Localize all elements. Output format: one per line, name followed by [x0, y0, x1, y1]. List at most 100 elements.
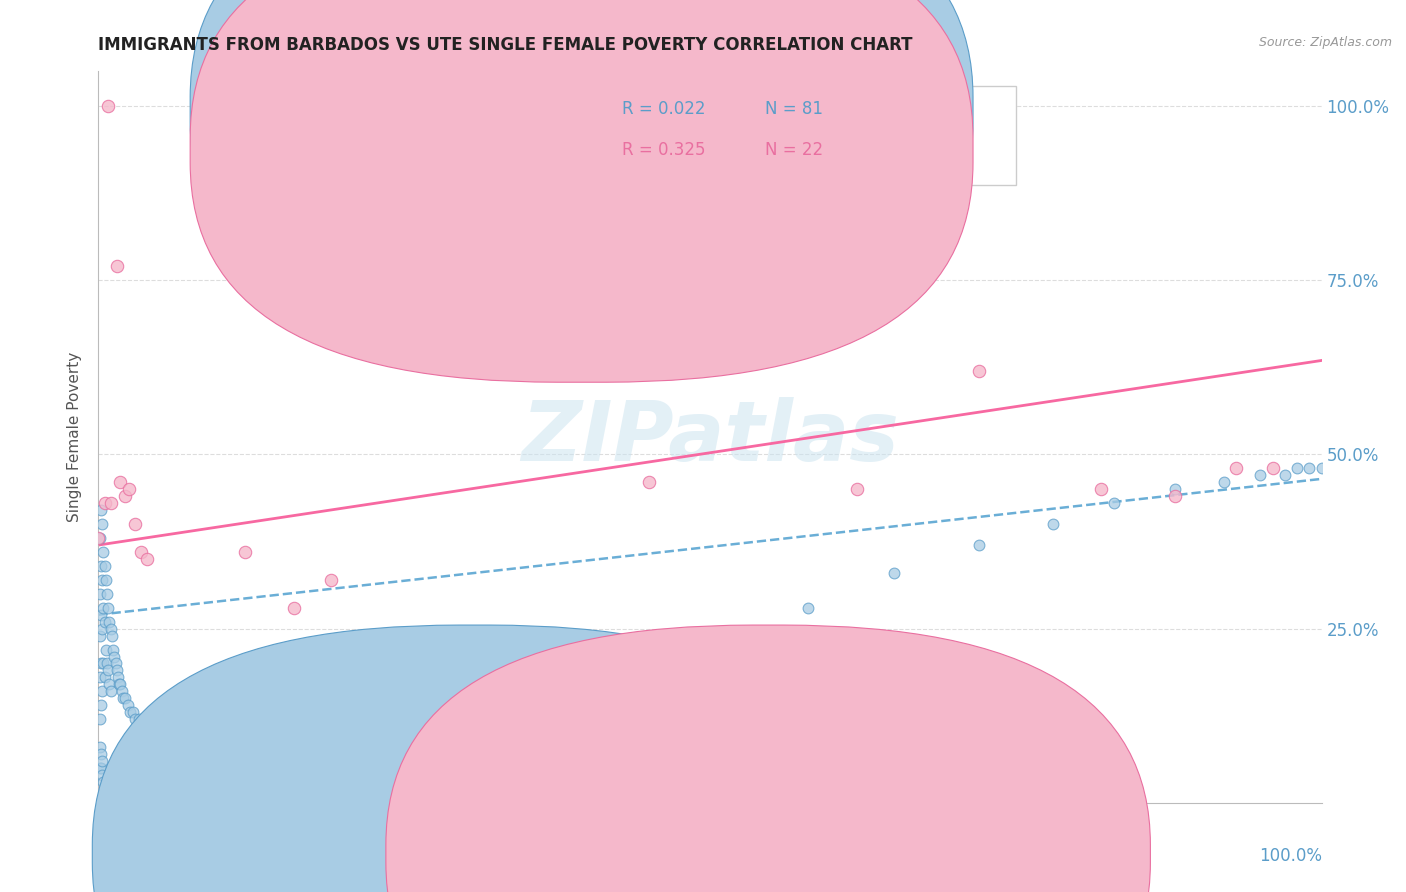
Point [101, 629, 124, 643]
Point [1042, 517, 1064, 532]
FancyBboxPatch shape [190, 0, 973, 383]
Point [89, 531, 111, 545]
Point [118, 483, 141, 497]
Point [131, 719, 153, 733]
Point [1310, 461, 1333, 475]
Point [110, 677, 132, 691]
Point [90, 761, 112, 775]
Point [100, 622, 122, 636]
Point [105, 664, 128, 678]
Point [91, 600, 114, 615]
Point [96, 587, 118, 601]
Point [101, 642, 124, 657]
Point [91, 545, 114, 559]
Point [103, 649, 125, 664]
Point [845, 483, 868, 497]
Point [90, 607, 112, 622]
Point [89, 629, 111, 643]
Point [129, 545, 152, 559]
Point [1286, 461, 1309, 475]
Point [91, 517, 114, 532]
FancyBboxPatch shape [93, 625, 856, 892]
Point [94, 642, 117, 657]
Point [1261, 461, 1284, 475]
Text: R = 0.022: R = 0.022 [621, 101, 706, 119]
Point [120, 705, 142, 719]
Point [100, 496, 122, 510]
Point [1090, 483, 1112, 497]
Point [91, 775, 114, 789]
Text: N = 81: N = 81 [765, 101, 823, 119]
Text: N = 22: N = 22 [765, 141, 823, 159]
Point [430, 712, 453, 726]
Point [233, 733, 256, 747]
Point [1298, 461, 1320, 475]
Point [107, 670, 129, 684]
Point [93, 615, 115, 629]
Point [114, 691, 136, 706]
Point [89, 761, 111, 775]
Point [98, 615, 121, 629]
Point [699, 245, 721, 260]
Text: Immigrants from Barbados: Immigrants from Barbados [498, 846, 703, 861]
Point [110, 475, 132, 490]
Point [91, 768, 114, 782]
Point [883, 566, 905, 580]
Point [1102, 496, 1125, 510]
Point [90, 503, 112, 517]
Point [91, 657, 114, 671]
Point [600, 670, 623, 684]
Point [90, 657, 112, 671]
Point [149, 726, 172, 740]
Point [270, 726, 294, 740]
Point [308, 726, 330, 740]
Point [124, 712, 146, 726]
Point [160, 726, 183, 740]
Text: Source: ZipAtlas.com: Source: ZipAtlas.com [1258, 36, 1392, 49]
Point [797, 600, 820, 615]
Point [97, 664, 120, 678]
Point [97, 600, 120, 615]
Point [117, 698, 139, 713]
Point [89, 712, 111, 726]
Point [1212, 475, 1234, 490]
Text: R = 0.325: R = 0.325 [621, 141, 706, 159]
Point [128, 712, 150, 726]
Point [1164, 489, 1187, 503]
Point [94, 573, 117, 587]
Point [90, 558, 112, 573]
Point [1164, 483, 1187, 497]
Text: ZIPatlas: ZIPatlas [522, 397, 898, 477]
Text: 100.0%: 100.0% [1258, 847, 1322, 864]
Point [111, 691, 134, 706]
Point [283, 600, 305, 615]
Point [89, 740, 111, 755]
Point [1225, 461, 1247, 475]
Point [89, 587, 111, 601]
Point [356, 719, 378, 733]
Point [93, 496, 115, 510]
Point [90, 698, 112, 713]
Point [93, 670, 115, 684]
Point [124, 517, 146, 532]
Point [93, 558, 115, 573]
Point [967, 538, 990, 552]
Text: IMMIGRANTS FROM BARBADOS VS UTE SINGLE FEMALE POVERTY CORRELATION CHART: IMMIGRANTS FROM BARBADOS VS UTE SINGLE F… [98, 36, 912, 54]
Text: 0.0%: 0.0% [98, 847, 141, 864]
Point [1249, 468, 1271, 483]
FancyBboxPatch shape [190, 0, 973, 342]
FancyBboxPatch shape [526, 86, 1015, 185]
Point [105, 260, 128, 274]
Point [319, 573, 342, 587]
Point [98, 677, 121, 691]
Point [142, 726, 165, 740]
Point [699, 642, 721, 657]
Point [91, 573, 114, 587]
Point [114, 489, 136, 503]
Point [91, 684, 114, 698]
Point [91, 622, 114, 636]
Point [87, 531, 110, 545]
Point [233, 545, 256, 559]
Point [100, 684, 122, 698]
Point [173, 733, 195, 747]
